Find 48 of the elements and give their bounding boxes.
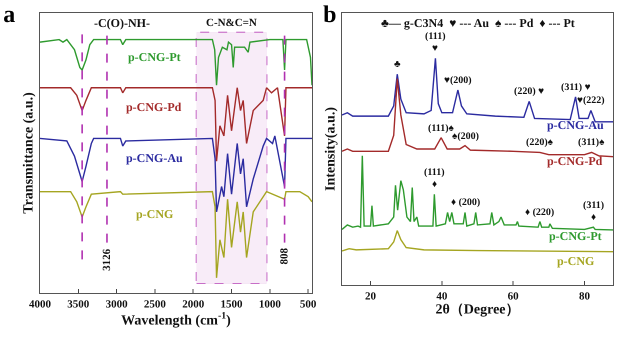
annotation: ♠(200) bbox=[452, 131, 479, 142]
x-tick-label: 80 bbox=[578, 290, 590, 302]
annotation: ♦ bbox=[432, 179, 438, 190]
annotation: ♦ bbox=[591, 212, 596, 223]
x-tick-label: 2000 bbox=[182, 298, 205, 310]
x-tick-label: 1500 bbox=[220, 298, 244, 310]
annotation: (111) bbox=[425, 31, 446, 42]
annotation: (111)♠ bbox=[428, 123, 455, 134]
annotation: (220)♠ bbox=[526, 137, 554, 148]
x-tick-label: 3000 bbox=[106, 298, 128, 310]
series-label: p-CNG-Au bbox=[547, 118, 604, 132]
annotation: ♣ bbox=[394, 59, 401, 70]
series-label: p-CNG bbox=[136, 207, 174, 221]
x-tick-label: 40 bbox=[436, 290, 448, 302]
x-tick-label: 60 bbox=[508, 290, 520, 302]
ref-line-label: 3126 bbox=[101, 248, 114, 271]
annotation: ♦ (220) bbox=[525, 207, 554, 218]
x-tick-label: 3500 bbox=[67, 298, 90, 310]
text: -C(O)-NH- bbox=[94, 16, 150, 30]
x-axis-title: 2θ（Degree） bbox=[435, 302, 520, 318]
series-label: p-CNG-Pd bbox=[547, 154, 603, 168]
annotation: (311)♠ bbox=[578, 137, 606, 148]
annotation: (311) bbox=[583, 200, 604, 211]
series-label: p-CNG-Pt bbox=[549, 229, 602, 243]
y-axis-title: Transmittance (a.u.) bbox=[22, 92, 36, 214]
x-tick-label: 20 bbox=[365, 290, 377, 302]
x-tick-label: 1000 bbox=[258, 298, 282, 310]
series-label: p-CNG-Pd bbox=[126, 100, 182, 114]
annotation: (111) bbox=[424, 167, 445, 178]
annotation: ♥(200) bbox=[444, 75, 472, 86]
series-label: p-CNG-Au bbox=[126, 151, 183, 165]
ref-line-label: 808 bbox=[278, 247, 291, 264]
annotation: ♥ bbox=[432, 43, 438, 54]
x-axis-title: Wavelength (cm$^{-1}$) bbox=[121, 310, 232, 328]
band-label: C-N&C=N bbox=[206, 17, 257, 29]
text: ♣— g-C3N4 ♥ --- Au ♠ --- Pd ♦ --- Pt bbox=[381, 16, 575, 30]
x-tick-label: 4000 bbox=[29, 298, 52, 310]
annotation: ♦ (200) bbox=[451, 197, 480, 208]
x-tick-label: 500 bbox=[300, 298, 317, 310]
annotation: ♥(222) bbox=[577, 95, 605, 106]
annotation: (311) ♥ bbox=[561, 82, 591, 93]
chart-title: b bbox=[323, 2, 336, 28]
chart-title: a bbox=[3, 2, 16, 28]
series-label: p-CNG-Pt bbox=[128, 50, 181, 64]
series-label: p-CNG bbox=[557, 254, 594, 268]
x-tick-label: 2500 bbox=[144, 298, 166, 310]
y-axis-title: Intensity(a.u.) bbox=[324, 106, 338, 192]
annotation: (220) ♥ bbox=[514, 86, 544, 97]
